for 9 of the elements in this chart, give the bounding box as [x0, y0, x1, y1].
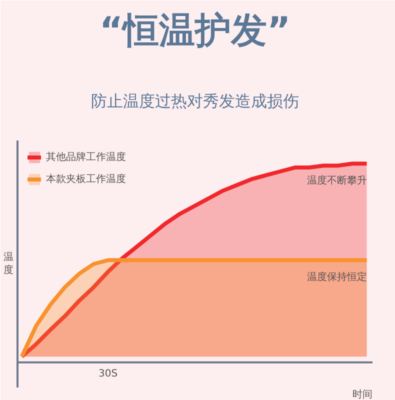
text: 30S: [98, 368, 118, 380]
y-axis-title: 温度: [4, 250, 14, 276]
annotation: 温度保持恒定: [306, 271, 367, 284]
legend-label: 本款夹板工作温度: [46, 172, 126, 186]
chart-title: “恒温护发”: [99, 10, 291, 52]
chart-subtitle: 防止温度过热对秀发造成损伤: [91, 92, 299, 110]
x-axis-title: 时间: [352, 388, 372, 400]
annotation: 温度不断攀升: [306, 174, 367, 187]
legend-label: 其他品牌工作温度: [46, 150, 126, 164]
